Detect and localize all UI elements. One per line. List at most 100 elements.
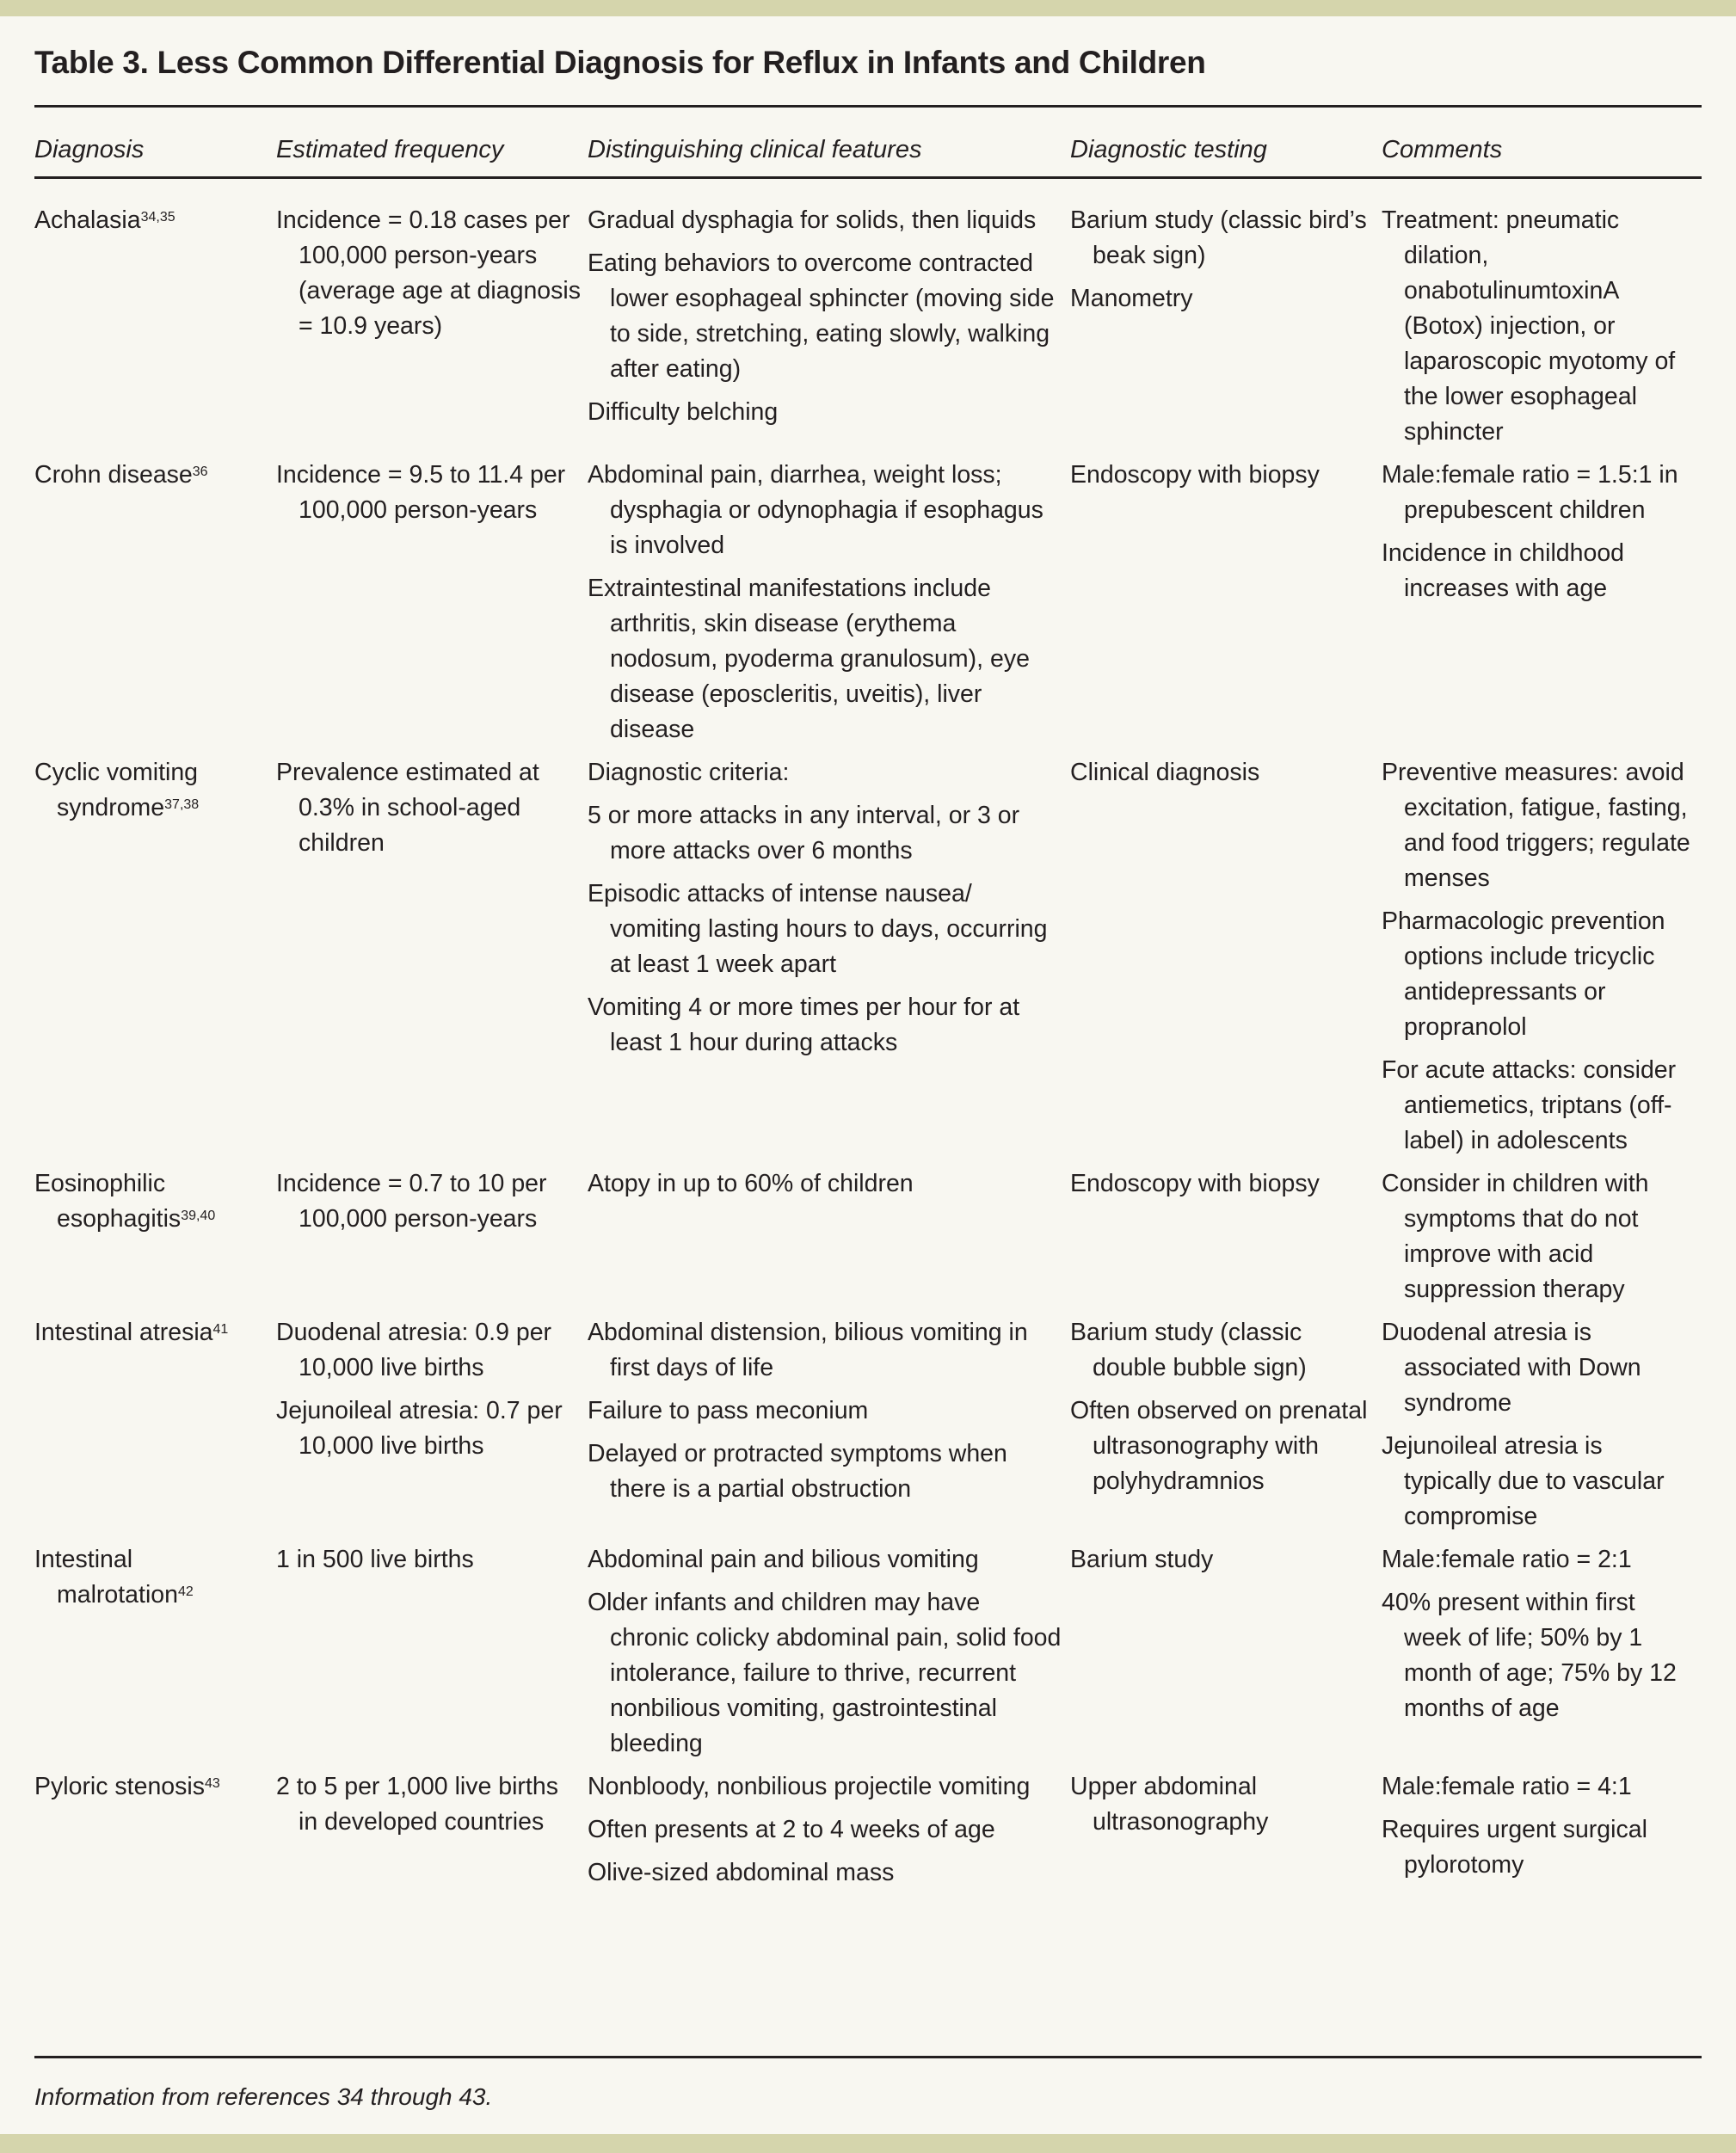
frequency-item: Duodenal atresia: 0.9 per 10,000 live bi… <box>276 1319 552 1381</box>
diagnosis-text: Eosinophilic esophagitis <box>34 1170 182 1233</box>
table-row: Pyloric stenosis43 2 to 5 per 1,000 live … <box>34 1769 1702 1898</box>
cell-comments: Consider in children with symptoms that … <box>1382 1166 1702 1315</box>
header-testing: Diagnostic testing <box>1070 136 1267 163</box>
frequency-item: 2 to 5 per 1,000 live births in develope… <box>276 1773 558 1836</box>
features-item: Gradual dysphagia for solids, then liqui… <box>588 206 1037 234</box>
title-rule <box>34 105 1702 108</box>
cell-diagnosis: Achalasia34,35 <box>34 203 276 458</box>
testing-item: Manometry <box>1070 285 1193 312</box>
comments-item: Pharmacologic prevention options include… <box>1382 907 1665 1041</box>
cell-testing: Endoscopy with biopsy <box>1070 458 1382 755</box>
cell-comments: Male:female ratio = 1.5:1 in prepubescen… <box>1382 458 1702 755</box>
features-item: Eating behaviors to overcome contracted … <box>588 249 1055 383</box>
cell-testing: Clinical diagnosis <box>1070 755 1382 1166</box>
diagnosis-name: Crohn disease36 <box>34 458 276 493</box>
features-item: Olive-sized abdominal mass <box>588 1859 895 1886</box>
cell-comments: Male:female ratio = 4:1 Requires urgent s… <box>1382 1769 1702 1898</box>
cell-diagnosis: Intestinal malrotation42 <box>34 1542 276 1769</box>
cell-testing: Barium study <box>1070 1542 1382 1769</box>
diagnosis-name: Achalasia34,35 <box>34 203 276 238</box>
features-item: Diagnostic criteria: <box>588 759 790 786</box>
diagnosis-name: Intestinal atresia41 <box>34 1315 276 1350</box>
reference-superscript: 37,38 <box>164 797 200 812</box>
testing-item: Barium study (classic bird’s beak sign) <box>1070 206 1367 269</box>
features-item: Abdominal distension, bilious vomiting i… <box>588 1319 1028 1381</box>
footnote: Information from references 34 through 4… <box>34 2083 493 2110</box>
reference-superscript: 39,40 <box>181 1209 216 1223</box>
diagnosis-text: Pyloric stenosis <box>34 1773 205 1800</box>
testing-item: Endoscopy with biopsy <box>1070 461 1320 489</box>
bottom-rule <box>34 2056 1702 2058</box>
diagnosis-text: Intestinal malrotation <box>34 1546 178 1609</box>
header-comments: Comments <box>1382 136 1503 163</box>
cell-features: Gradual dysphagia for solids, then liqui… <box>588 203 1070 458</box>
frequency-item: Incidence = 9.5 to 11.4 per 100,000 pers… <box>276 461 566 524</box>
features-item: Episodic attacks of intense nausea/ vomi… <box>588 880 1048 978</box>
table-row: Crohn disease36 Incidence = 9.5 to 11.4 p… <box>34 458 1702 755</box>
features-item: Extraintestinal manifestations include a… <box>588 575 1030 743</box>
diagnosis-text: Crohn disease <box>34 461 193 489</box>
header-features: Distinguishing clinical features <box>588 136 922 163</box>
diagnosis-name: Cyclic vomiting syndrome37,38 <box>34 755 276 826</box>
top-band <box>0 0 1736 16</box>
cell-diagnosis: Eosinophilic esophagitis39,40 <box>34 1166 276 1315</box>
features-item: Failure to pass meconium <box>588 1397 869 1424</box>
frequency-item: 1 in 500 live births <box>276 1546 474 1573</box>
header-rule <box>34 176 1702 179</box>
cell-comments: Preventive measures: avoid excitation, f… <box>1382 755 1702 1166</box>
cell-diagnosis: Pyloric stenosis43 <box>34 1769 276 1898</box>
header-diagnosis: Diagnosis <box>34 136 145 163</box>
testing-item: Endoscopy with biopsy <box>1070 1170 1320 1197</box>
cell-features: Atopy in up to 60% of children <box>588 1166 1070 1315</box>
cell-frequency: 2 to 5 per 1,000 live births in develope… <box>276 1769 588 1898</box>
features-item: 5 or more attacks in any interval, or 3 … <box>588 802 1020 864</box>
comments-item: Jejunoileal atresia is typically due to … <box>1382 1432 1665 1530</box>
diagnosis-name: Intestinal malrotation42 <box>34 1542 276 1613</box>
frequency-item: Prevalence estimated at 0.3% in school-a… <box>276 759 539 857</box>
testing-item: Barium study <box>1070 1546 1214 1573</box>
testing-item: Clinical diagnosis <box>1070 759 1260 786</box>
cell-frequency: Duodenal atresia: 0.9 per 10,000 live bi… <box>276 1315 588 1542</box>
features-item: Abdominal pain, diarrhea, weight loss; d… <box>588 461 1043 559</box>
cell-features: Abdominal pain and bilious vomiting Older… <box>588 1542 1070 1769</box>
cell-frequency: Prevalence estimated at 0.3% in school-a… <box>276 755 588 1166</box>
diagnosis-text: Intestinal atresia <box>34 1319 213 1346</box>
features-item: Abdominal pain and bilious vomiting <box>588 1546 979 1573</box>
comments-item: Incidence in childhood increases with ag… <box>1382 539 1625 602</box>
cell-diagnosis: Intestinal atresia41 <box>34 1315 276 1542</box>
testing-item: Upper abdominal ultrasonography <box>1070 1773 1269 1836</box>
comments-item: 40% present within first week of life; 5… <box>1382 1589 1677 1722</box>
comments-item: Treatment: pneumatic dilation, onabotuli… <box>1382 206 1676 446</box>
features-item: Older infants and children may have chro… <box>588 1589 1062 1757</box>
reference-superscript: 41 <box>212 1322 229 1337</box>
cell-frequency: 1 in 500 live births <box>276 1542 588 1769</box>
reference-superscript: 43 <box>204 1776 220 1791</box>
features-item: Often presents at 2 to 4 weeks of age <box>588 1816 995 1843</box>
testing-item: Often observed on prenatal ultrasonograp… <box>1070 1397 1368 1495</box>
cell-testing: Endoscopy with biopsy <box>1070 1166 1382 1315</box>
cell-features: Abdominal pain, diarrhea, weight loss; d… <box>588 458 1070 755</box>
cell-diagnosis: Crohn disease36 <box>34 458 276 755</box>
features-item: Atopy in up to 60% of children <box>588 1170 914 1197</box>
table-body: Achalasia34,35 Incidence = 0.18 cases per… <box>34 203 1702 1898</box>
comments-item: Duodenal atresia is associated with Down… <box>1382 1319 1641 1417</box>
comments-item: Consider in children with symptoms that … <box>1382 1170 1649 1303</box>
diagnosis-text: Achalasia <box>34 206 141 234</box>
bottom-band <box>0 2134 1736 2153</box>
table-row: Achalasia34,35 Incidence = 0.18 cases per… <box>34 203 1702 458</box>
frequency-item: Incidence = 0.7 to 10 per 100,000 person… <box>276 1170 547 1233</box>
comments-item: Male:female ratio = 2:1 <box>1382 1546 1632 1573</box>
reference-superscript: 34,35 <box>140 210 175 225</box>
cell-testing: Barium study (classic double bubble sign… <box>1070 1315 1382 1542</box>
cell-diagnosis: Cyclic vomiting syndrome37,38 <box>34 755 276 1166</box>
features-item: Nonbloody, nonbilious projectile vomitin… <box>588 1773 1031 1800</box>
diagnosis-name: Pyloric stenosis43 <box>34 1769 276 1805</box>
cell-testing: Barium study (classic bird’s beak sign) M… <box>1070 203 1382 458</box>
table-row: Intestinal malrotation42 1 in 500 live bi… <box>34 1542 1702 1769</box>
cell-frequency: Incidence = 9.5 to 11.4 per 100,000 pers… <box>276 458 588 755</box>
diagnosis-text: Cyclic vomiting syndrome <box>34 759 199 821</box>
comments-item: Male:female ratio = 4:1 <box>1382 1773 1632 1800</box>
comments-item: Requires urgent surgical pylorotomy <box>1382 1816 1647 1879</box>
frequency-item: Incidence = 0.18 cases per 100,000 perso… <box>276 206 581 340</box>
testing-item: Barium study (classic double bubble sign… <box>1070 1319 1307 1381</box>
